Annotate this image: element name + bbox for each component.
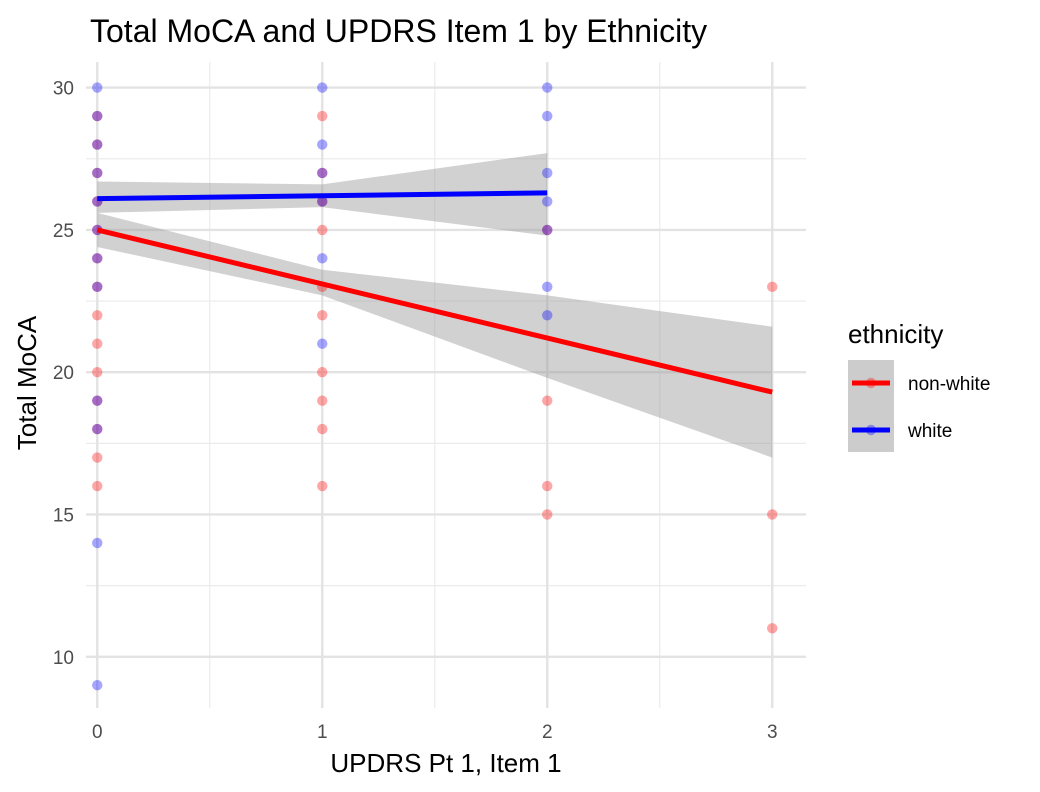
y-tick-label: 10 xyxy=(53,648,74,669)
legend-title: ethnicity xyxy=(848,319,943,349)
point-white xyxy=(542,82,553,93)
point-non-white xyxy=(92,310,103,321)
point-white xyxy=(92,82,103,93)
point-non-white xyxy=(767,623,778,634)
point-non-white xyxy=(317,224,328,236)
chart-title: Total MoCA and UPDRS Item 1 by Ethnicity xyxy=(90,13,707,49)
point-white xyxy=(317,253,328,264)
point-non-white xyxy=(317,310,328,321)
legend: ethnicity non-white white xyxy=(848,319,990,452)
legend-key-background xyxy=(848,360,894,452)
point-white xyxy=(542,196,553,207)
point-white xyxy=(542,310,553,321)
point-white xyxy=(317,338,328,349)
x-axis-label: UPDRS Pt 1, Item 1 xyxy=(330,748,561,778)
y-tick-label: 15 xyxy=(53,505,74,526)
fit-line-non-white xyxy=(96,227,773,395)
point-white xyxy=(92,423,103,435)
x-tick-label: 2 xyxy=(542,722,553,743)
point-non-white xyxy=(92,110,103,122)
tick-labels: 0 1 2 3 10 15 20 25 30 xyxy=(53,79,778,743)
y-tick-label: 30 xyxy=(53,79,74,100)
point-white xyxy=(542,281,553,293)
point-white xyxy=(92,281,103,293)
confidence-band-non-white xyxy=(97,212,773,458)
point-non-white xyxy=(317,167,328,179)
point-non-white xyxy=(92,395,103,406)
x-tick-label: 0 xyxy=(92,722,103,743)
point-non-white xyxy=(317,423,328,435)
point-white xyxy=(317,196,328,207)
legend-label-non-white: non-white xyxy=(908,374,990,395)
point-non-white xyxy=(542,480,553,492)
legend-point-white xyxy=(865,424,877,436)
point-white xyxy=(317,82,328,93)
point-white xyxy=(92,110,103,122)
point-non-white xyxy=(317,110,328,122)
point-non-white xyxy=(767,509,778,520)
point-non-white xyxy=(317,366,328,378)
point-white xyxy=(317,167,328,179)
point-white xyxy=(92,253,103,264)
point-non-white xyxy=(92,281,103,293)
point-non-white xyxy=(92,480,103,492)
point-non-white xyxy=(92,338,103,349)
point-white xyxy=(92,167,103,179)
point-white xyxy=(92,537,103,549)
y-tick-label: 20 xyxy=(53,363,74,384)
point-white xyxy=(542,224,553,236)
point-non-white xyxy=(317,196,328,207)
y-axis-label: Total MoCA xyxy=(12,315,42,450)
legend-point-non-white xyxy=(865,377,877,389)
point-white xyxy=(542,167,553,179)
point-non-white xyxy=(542,395,553,406)
fit-lines xyxy=(96,190,773,395)
point-non-white xyxy=(317,480,328,492)
legend-entries: non-white white xyxy=(852,374,990,442)
point-non-white xyxy=(767,281,778,293)
point-non-white xyxy=(92,423,103,435)
point-white xyxy=(317,139,328,150)
point-non-white xyxy=(92,366,103,378)
scatter-points xyxy=(92,82,778,691)
x-tick-label: 3 xyxy=(767,722,778,743)
point-non-white xyxy=(92,452,103,463)
point-white xyxy=(92,395,103,406)
point-non-white xyxy=(92,139,103,150)
point-white xyxy=(92,680,103,691)
point-non-white xyxy=(92,253,103,264)
point-non-white xyxy=(92,167,103,179)
point-non-white xyxy=(317,395,328,406)
fit-line-white xyxy=(97,190,548,202)
point-white xyxy=(92,139,103,150)
x-tick-label: 1 xyxy=(317,722,328,743)
point-non-white xyxy=(542,224,553,236)
point-non-white xyxy=(542,509,553,520)
y-tick-label: 25 xyxy=(53,221,74,242)
point-white xyxy=(542,110,553,122)
legend-label-white: white xyxy=(907,421,952,442)
